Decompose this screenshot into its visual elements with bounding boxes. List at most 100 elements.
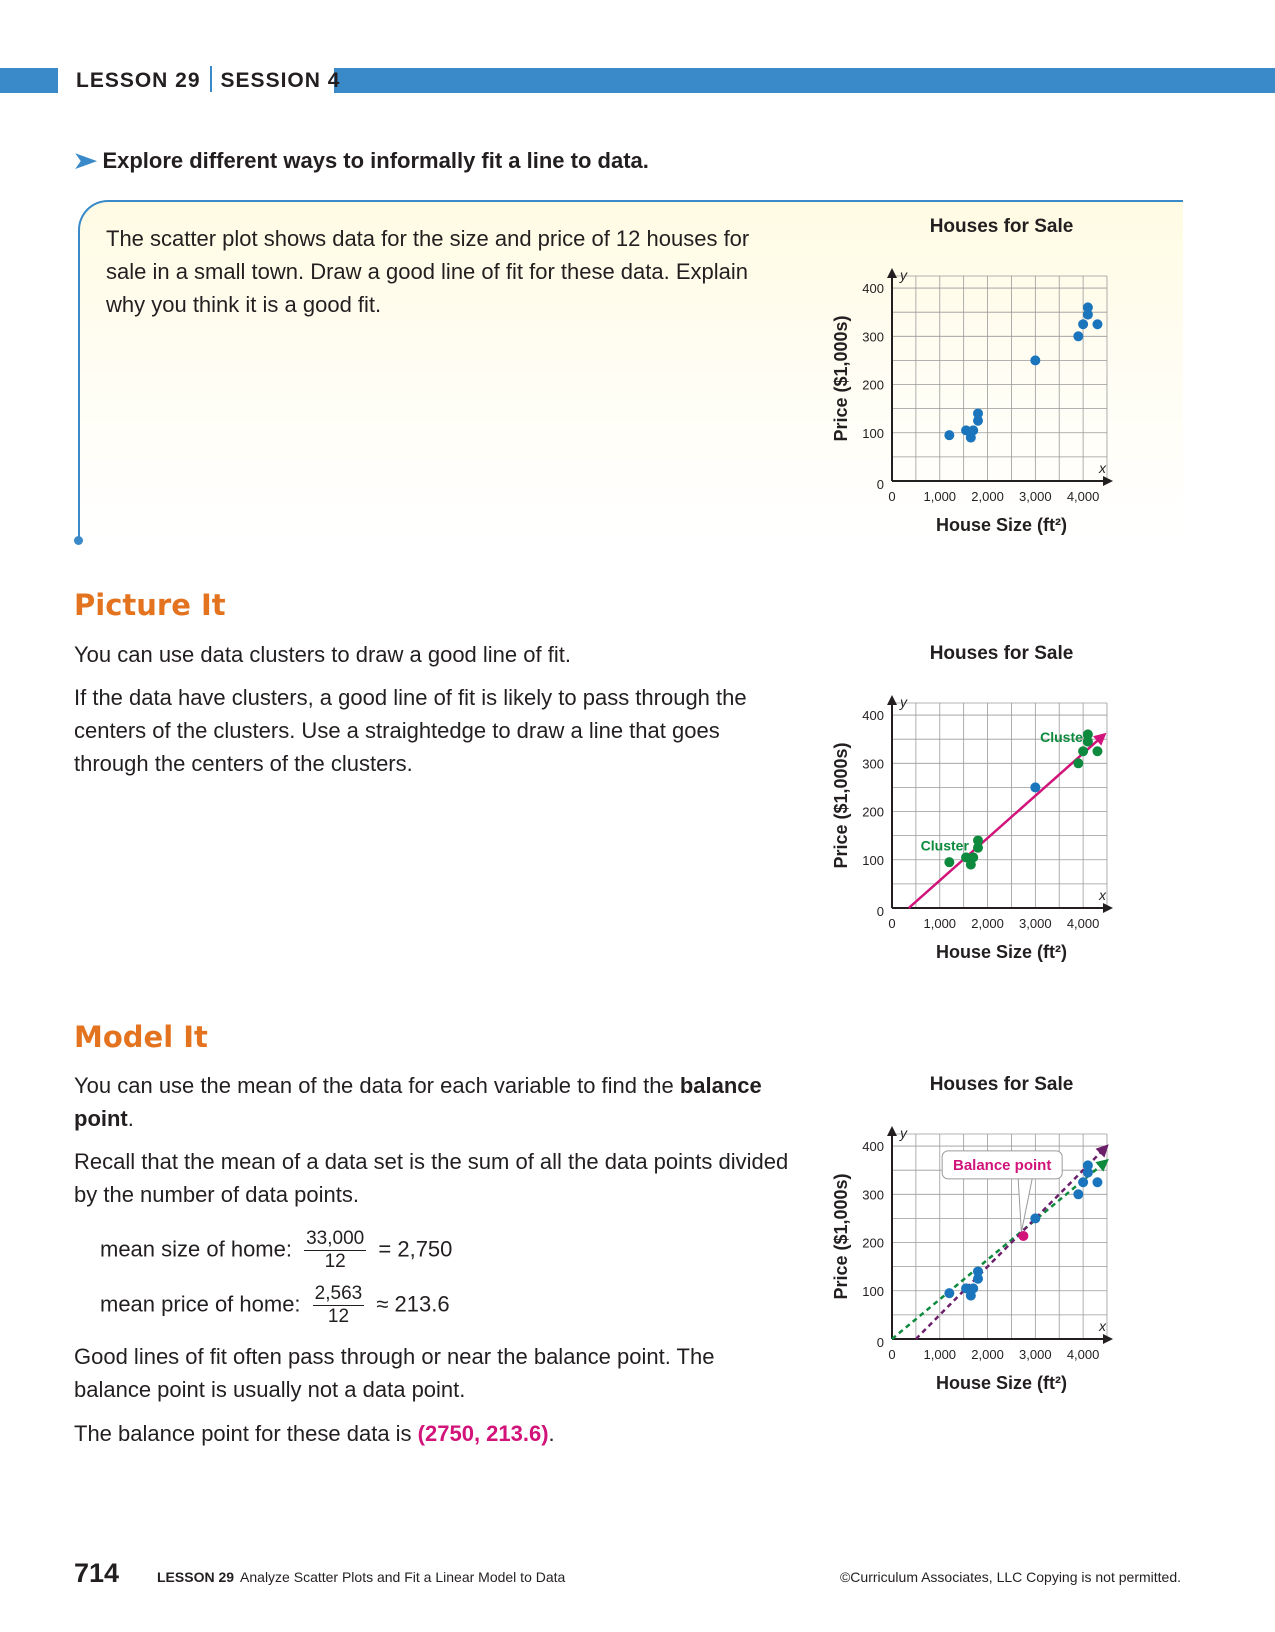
lesson-label: LESSON 29 — [76, 69, 201, 92]
picture-it-heading: Picture It — [74, 588, 226, 622]
approx-sign: ≈ — [376, 1291, 389, 1317]
x-tick-label: 4,000 — [1067, 489, 1100, 504]
data-point — [973, 1266, 983, 1277]
y-tick-label: 400 — [862, 1139, 884, 1154]
x-tick-label: 2,000 — [971, 916, 1004, 931]
model-it-p1-end: . — [127, 1106, 134, 1131]
fraction-denominator: 12 — [324, 1251, 346, 1272]
x-axis-letter: x — [1098, 1318, 1107, 1334]
y-axis-letter: y — [899, 267, 908, 283]
data-point — [973, 842, 983, 853]
x-tick-label: 0 — [888, 916, 895, 931]
scatter-chart-2: y x 0 1,000 2,000 3,000 4,000 0 100 200 300 400 Hous… — [831, 643, 1180, 975]
problem-box-end-dot — [74, 536, 83, 545]
data-point — [944, 1288, 955, 1299]
data-point-outlier — [1030, 782, 1041, 793]
data-point — [1092, 746, 1103, 757]
y-tick-label: 100 — [862, 1284, 884, 1299]
mean-size-label: mean size of home: — [100, 1236, 292, 1262]
data-point — [944, 857, 955, 868]
data-point — [1082, 302, 1093, 313]
arrow-right-icon: ➤ — [73, 148, 98, 173]
model-it-paragraph-3: Good lines of fit often pass through or … — [74, 1344, 715, 1402]
dashed-line-of-fit — [891, 1158, 1109, 1340]
x-tick-label: 4,000 — [1067, 1347, 1100, 1362]
mean-size-result: 2,750 — [397, 1236, 453, 1262]
model-it-paragraph-4: The balance point for these data is (275… — [74, 1417, 794, 1450]
mean-size-fraction: 33,000 12 — [304, 1228, 367, 1273]
equals-sign: = — [378, 1236, 392, 1262]
y-tick-label: 400 — [862, 281, 884, 296]
scatter-chart-1-svg: y x 0 1,000 2,000 3,000 4,000 0 100 200 300 400 Hous… — [831, 216, 1113, 535]
y-tick-label: 400 — [862, 708, 884, 723]
y-tick-label: 100 — [862, 853, 884, 868]
x-tick-label: 2,000 — [971, 489, 1004, 504]
data-point — [1030, 355, 1041, 366]
mean-price-equation: mean price of home: 2,563 12 ≈ 213.6 — [100, 1283, 450, 1328]
scatter-chart-3-svg: y x 0 1,000 2,000 3,000 4,000 0 100 200 300 400 Hous… — [831, 1074, 1113, 1393]
lesson-session-label: LESSON 29 SESSION 4 — [76, 66, 340, 93]
data-point — [968, 1283, 979, 1294]
chart-title: Houses for Sale — [930, 1074, 1074, 1095]
cluster-label-lower: Cluster — [921, 837, 970, 853]
y-tick-label: 0 — [877, 904, 884, 919]
problem-text: The scatter plot shows data for the size… — [106, 226, 750, 317]
y-axis-label: Price ($1,000s) — [831, 315, 851, 441]
y-tick-label: 300 — [862, 329, 884, 344]
mean-price-fraction: 2,563 12 — [312, 1283, 365, 1328]
fraction-numerator: 33,000 — [304, 1228, 367, 1251]
mean-price-label: mean price of home: — [100, 1291, 301, 1317]
x-tick-label: 1,000 — [924, 489, 957, 504]
y-tick-label: 0 — [877, 477, 884, 492]
y-tick-label: 200 — [862, 378, 884, 393]
line-of-fit — [907, 732, 1107, 909]
data-point — [1078, 746, 1089, 757]
y-axis-label: Price ($1,000s) — [831, 1173, 851, 1299]
balance-point-value: (2750, 213.6) — [417, 1421, 549, 1446]
balance-point-marker — [1018, 1230, 1029, 1241]
x-tick-label: 1,000 — [924, 1347, 957, 1362]
x-axis-label: House Size (ft²) — [936, 515, 1067, 535]
data-point — [1082, 1167, 1093, 1178]
x-tick-label: 3,000 — [1019, 916, 1052, 931]
cluster-label-upper: Cluster — [1040, 729, 1089, 745]
model-it-paragraph-1: You can use the mean of the data for eac… — [74, 1069, 794, 1135]
y-tick-label: 0 — [877, 1335, 884, 1350]
chart-title: Houses for Sale — [930, 643, 1074, 664]
data-point — [973, 835, 983, 846]
fraction-numerator: 2,563 — [312, 1283, 365, 1306]
scatter-chart-2-svg: y x 0 1,000 2,000 3,000 4,000 0 100 200 300 400 Hous… — [831, 643, 1113, 962]
data-point — [961, 852, 972, 863]
model-it-paragraph-2: Recall that the mean of a data set is th… — [74, 1149, 789, 1207]
model-it-p1-text: You can use the mean of the data for eac… — [74, 1073, 680, 1098]
problem-box — [78, 200, 1183, 540]
balance-point-label: Balance point — [953, 1157, 1051, 1174]
footer-lesson: LESSON 29 Analyze Scatter Plots and Fit a… — [157, 1569, 565, 1585]
x-tick-label: 1,000 — [924, 916, 957, 931]
data-point — [1073, 1189, 1084, 1200]
chart-title: Houses for Sale — [930, 216, 1074, 237]
mean-size-equation: mean size of home: 33,000 12 = 2,750 — [100, 1228, 452, 1273]
data-point — [968, 852, 979, 863]
y-tick-label: 100 — [862, 426, 884, 441]
data-point — [1092, 319, 1103, 330]
page-number: 714 — [74, 1558, 120, 1588]
data-point — [1078, 319, 1089, 330]
footer-lesson-title: Analyze Scatter Plots and Fit a Linear M… — [240, 1569, 566, 1585]
data-point — [961, 425, 972, 436]
data-point — [961, 1283, 972, 1294]
x-tick-label: 3,000 — [1019, 489, 1052, 504]
x-tick-label: 4,000 — [1067, 916, 1100, 931]
x-tick-label: 0 — [888, 489, 895, 504]
data-point — [1082, 736, 1093, 747]
y-axis-letter: y — [899, 1125, 908, 1141]
footer-lesson-label: LESSON 29 — [157, 1569, 235, 1585]
data-point — [1073, 331, 1084, 342]
y-axis-label: Price ($1,000s) — [831, 742, 851, 868]
data-point — [1082, 729, 1093, 740]
data-point — [973, 1273, 983, 1284]
x-axis-label: House Size (ft²) — [936, 1373, 1067, 1393]
y-tick-label: 300 — [862, 1187, 884, 1202]
x-axis-label: House Size (ft²) — [936, 942, 1067, 962]
data-point — [944, 430, 955, 441]
